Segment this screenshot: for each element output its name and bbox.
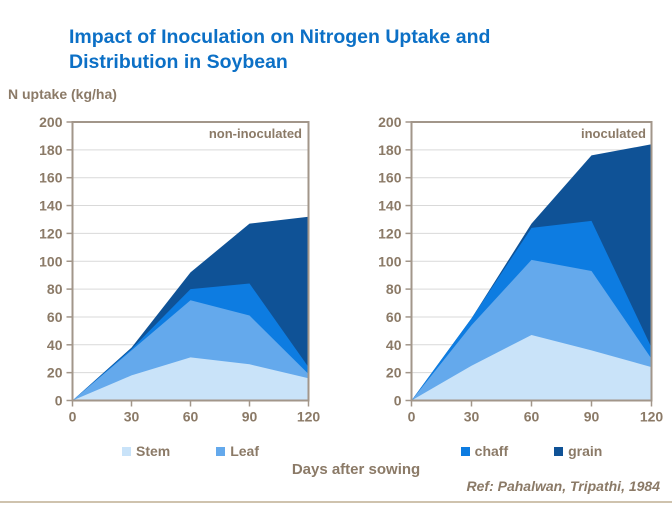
- y-axis-title: N uptake (kg/ha): [8, 86, 117, 102]
- y-tick-label: 80: [47, 281, 63, 297]
- x-tick-label: 60: [524, 409, 540, 425]
- area-stem: [72, 357, 309, 401]
- x-tick-label: 0: [408, 409, 416, 425]
- y-tick-label: 200: [378, 114, 402, 130]
- x-axis-title: Days after sowing: [291, 461, 421, 478]
- chaff-swatch: [460, 446, 470, 456]
- chart-non-inoculated: 0 20 40 60 80 100 120 140 160 180 200 0 30 60 90 120: [39, 114, 320, 425]
- x-tick-label: 30: [464, 409, 480, 425]
- y-tick-label: 180: [378, 142, 402, 158]
- legend-item-chaff: chaff: [460, 443, 509, 459]
- y-tick-label: 20: [386, 365, 402, 381]
- y-tick-label: 100: [39, 253, 63, 269]
- legend-label: Stem: [135, 443, 171, 459]
- stem-swatch: [121, 446, 131, 456]
- legend-label: chaff: [474, 443, 509, 459]
- y-tick-label: 160: [378, 170, 402, 186]
- reference-citation: Ref: Pahalwan, Tripathi, 1984: [466, 478, 660, 494]
- y-tick-label: 200: [39, 114, 63, 130]
- panel-label-inoculated: inoculated: [580, 126, 646, 141]
- y-tick-label: 120: [378, 225, 402, 241]
- area-stem: [411, 335, 652, 401]
- leaf-swatch: [216, 446, 226, 456]
- x-tick-label: 0: [69, 409, 77, 425]
- panel-label-non-inoculated: non-inoculated: [208, 126, 302, 141]
- y-tick-label: 60: [47, 309, 63, 325]
- y-tick-label: 160: [39, 170, 63, 186]
- y-tick-label: 120: [39, 225, 63, 241]
- legend-left-chart: Stem Leaf: [72, 443, 309, 459]
- y-tick-label: 80: [386, 281, 402, 297]
- legend-item-leaf: Leaf: [216, 443, 259, 459]
- grain-swatch: [554, 446, 564, 456]
- y-tick-label: 20: [47, 365, 63, 381]
- bottom-divider: [0, 501, 672, 503]
- legend-item-grain: grain: [554, 443, 602, 459]
- plot-frame: [71, 121, 310, 402]
- legend-label: grain: [568, 443, 603, 459]
- legend-label: Leaf: [230, 443, 260, 459]
- y-tick-label: 40: [47, 337, 63, 353]
- x-tick-label: 120: [640, 409, 664, 425]
- legend-item-stem: Stem: [121, 443, 171, 459]
- x-tick-label: 90: [584, 409, 600, 425]
- x-tick-label: 120: [297, 409, 321, 425]
- x-tick-label: 60: [183, 409, 199, 425]
- x-tick-label: 90: [242, 409, 258, 425]
- y-tick-label: 140: [39, 198, 63, 214]
- legend-right-chart: chaff grain: [411, 443, 652, 459]
- x-tick-label: 30: [124, 409, 140, 425]
- plot-frame: [410, 121, 653, 402]
- y-tick-label: 40: [386, 337, 402, 353]
- chart-inoculated: 0 20 40 60 80 100 120 140 160 180 200 0 30 60 90 120: [378, 114, 663, 425]
- y-tick-label: 60: [386, 309, 402, 325]
- y-tick-label: 140: [378, 198, 402, 214]
- y-tick-label: 0: [394, 393, 402, 409]
- page-title: Impact of Inoculation on Nitrogen Uptake…: [69, 26, 491, 73]
- y-tick-label: 180: [39, 142, 63, 158]
- y-tick-label: 100: [378, 253, 402, 269]
- y-tick-label: 0: [55, 393, 63, 409]
